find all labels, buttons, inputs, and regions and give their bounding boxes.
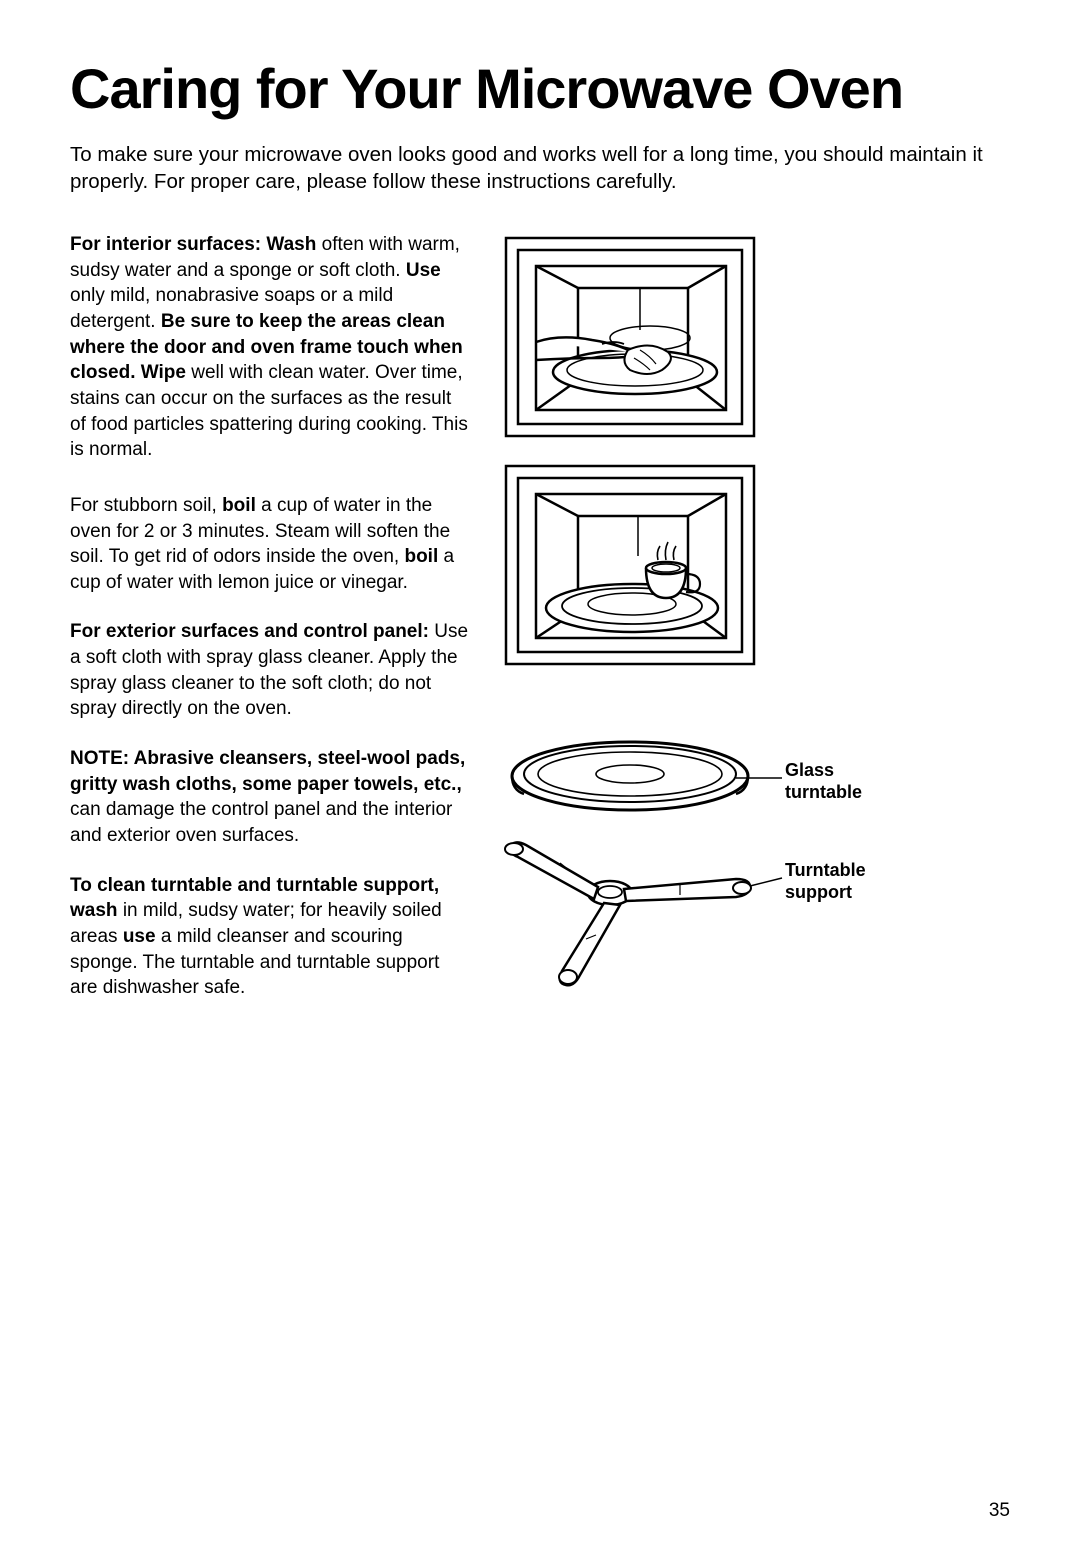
content-row: For interior surfaces: Wash often with w… xyxy=(70,232,1020,1025)
paragraph-note: NOTE: Abrasive cleansers, steel-wool pad… xyxy=(70,746,470,849)
paragraph-exterior: For exterior surfaces and control panel:… xyxy=(70,619,470,722)
page-title: Caring for Your Microwave Oven xyxy=(70,60,1020,119)
glass-turntable-label: Glass turntable xyxy=(785,760,885,803)
paragraph-turntable: To clean turntable and turntable support… xyxy=(70,873,470,1001)
turntable-support-label: Turntable support xyxy=(785,860,895,903)
intro-paragraph: To make sure your microwave oven looks g… xyxy=(70,141,1010,196)
illustration-column: Glass turntable Turntable support xyxy=(500,232,1020,1025)
paragraph-stubborn: For stubborn soil, boil a cup of water i… xyxy=(70,493,470,596)
page-number: 35 xyxy=(989,1500,1010,1522)
paragraph-interior: For interior surfaces: Wash often with w… xyxy=(70,232,470,463)
steaming-cup-illustration xyxy=(500,460,760,670)
text-column: For interior surfaces: Wash often with w… xyxy=(70,232,470,1025)
wiping-interior-illustration xyxy=(500,232,760,442)
